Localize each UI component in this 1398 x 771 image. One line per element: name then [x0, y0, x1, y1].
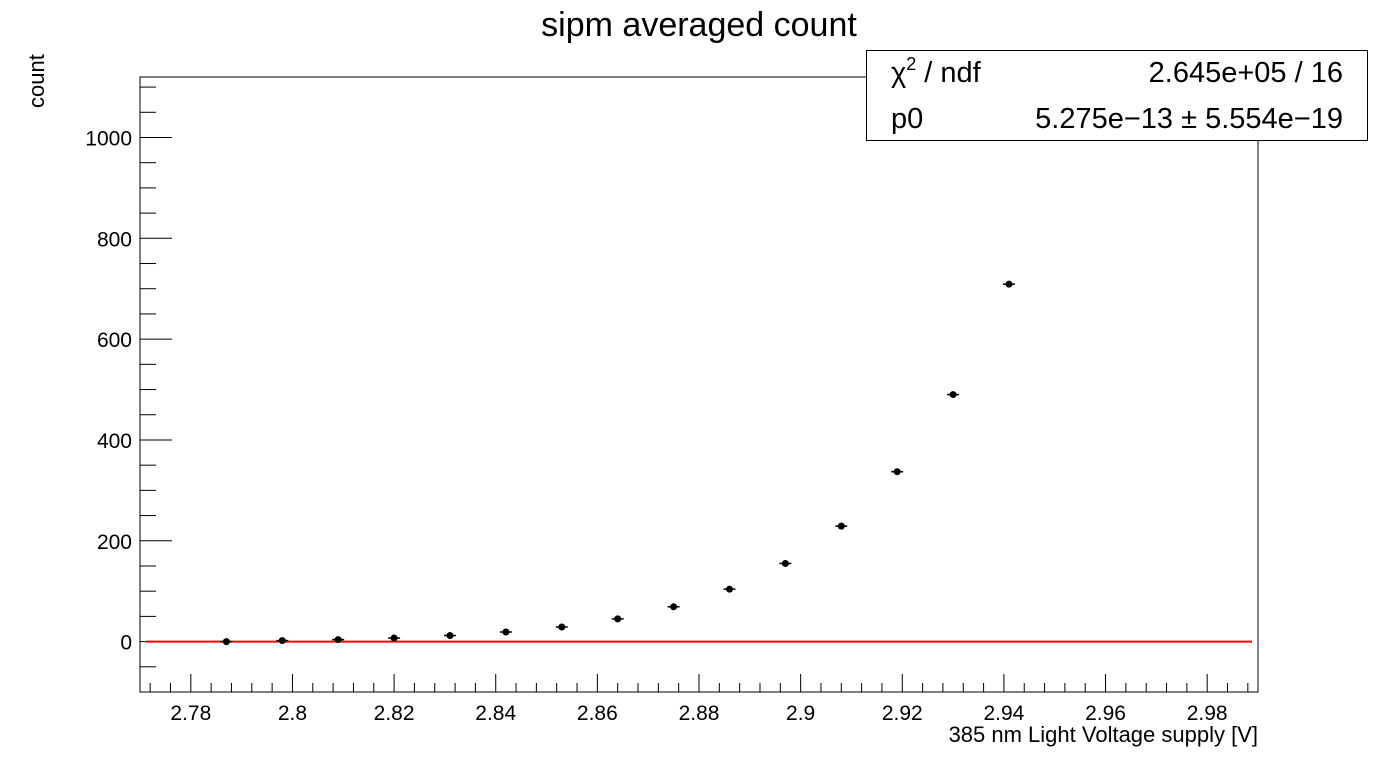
chi2-superscript: 2: [906, 54, 917, 74]
x-tick-label: 2.8: [278, 702, 307, 725]
x-tick-label: 2.84: [475, 702, 516, 725]
data-point: [781, 559, 789, 567]
data-point: [837, 522, 845, 530]
y-tick-label: 200: [97, 531, 132, 554]
data-point: [614, 615, 622, 623]
data-point: [222, 638, 230, 646]
plot-frame: [139, 76, 1259, 693]
data-point: [725, 585, 733, 593]
chi2-value: 2.645e+05 / 16: [1148, 57, 1343, 89]
data-point: [502, 628, 510, 636]
chart-title: sipm averaged count: [541, 6, 857, 44]
p0-label: p0: [891, 103, 924, 135]
x-tick-label: 2.82: [374, 702, 415, 725]
data-point: [390, 634, 398, 642]
data-point: [446, 632, 454, 640]
x-tick-label: 2.86: [577, 702, 618, 725]
y-tick-label: 0: [120, 632, 132, 655]
data-point: [949, 391, 957, 399]
x-tick-label: 2.96: [1085, 702, 1126, 725]
x-tick-label: 2.9: [786, 702, 815, 725]
chi2-ndf-text: / ndf: [916, 57, 981, 89]
x-tick-label: 2.78: [170, 702, 211, 725]
data-point: [558, 623, 566, 631]
p0-value: 5.275e−13 ± 5.554e−19: [1035, 103, 1343, 135]
y-tick-label: 400: [97, 430, 132, 453]
data-point: [893, 468, 901, 476]
chi2-label: χ2 / ndf: [891, 54, 981, 90]
y-tick-label: 800: [97, 228, 132, 251]
x-tick-label: 2.94: [983, 702, 1024, 725]
x-tick-label: 2.98: [1187, 702, 1228, 725]
x-axis-label: 385 nm Light Voltage supply [V]: [948, 722, 1258, 747]
data-point: [334, 636, 342, 644]
data-point: [278, 637, 286, 645]
data-point: [1005, 280, 1013, 288]
x-tick-label: 2.92: [882, 702, 923, 725]
fit-stats-box: χ2 / ndf 2.645e+05 / 16 p0 5.275e−13 ± 5…: [866, 50, 1368, 141]
data-point: [670, 603, 678, 611]
y-tick-label: 1000: [85, 127, 132, 150]
y-axis-label: count: [24, 54, 49, 108]
y-tick-label: 600: [97, 329, 132, 352]
chi2-symbol: χ: [891, 57, 907, 89]
x-tick-label: 2.88: [679, 702, 720, 725]
